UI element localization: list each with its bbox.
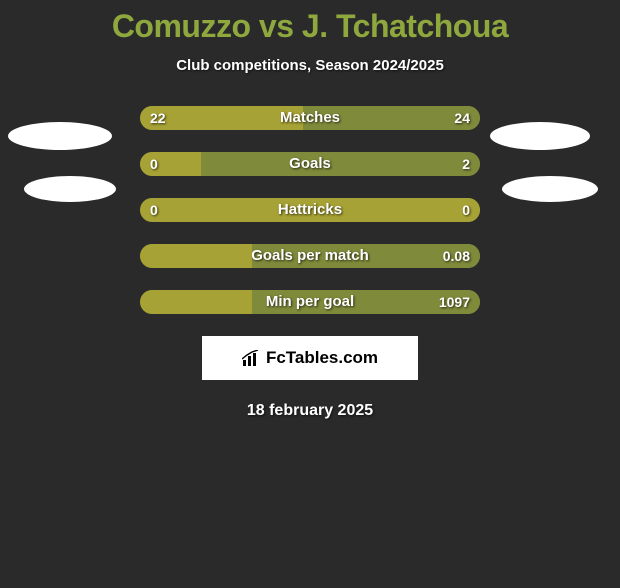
stat-value-right: 24: [454, 106, 470, 130]
logo-box: FcTables.com: [202, 336, 418, 380]
stat-value-right: 1097: [439, 290, 470, 314]
stat-value-left: 22: [150, 106, 166, 130]
stat-value-right: 0.08: [443, 244, 470, 268]
subtitle: Club competitions, Season 2024/2025: [0, 57, 620, 74]
player2-photo-top: [490, 122, 590, 150]
stat-label: Min per goal: [140, 290, 480, 314]
stat-value-left: 0: [150, 198, 158, 222]
stat-row: Hattricks0 0: [140, 198, 480, 222]
stat-row: Goals0 2: [140, 152, 480, 176]
logo-text: FcTables.com: [266, 348, 378, 368]
stat-label: Matches: [140, 106, 480, 130]
player2-name: J. Tchatchoua: [302, 8, 508, 44]
player1-photo-top: [8, 122, 112, 150]
player2-photo-bottom: [502, 176, 598, 202]
stat-row: Matches22 24: [140, 106, 480, 130]
player1-photo-bottom: [24, 176, 116, 202]
stat-label: Goals per match: [140, 244, 480, 268]
stat-label: Goals: [140, 152, 480, 176]
player1-name: Comuzzo: [112, 8, 251, 44]
comparison-chart: Matches2224Goals02Hattricks00Goals per m…: [0, 106, 620, 420]
page-title: Comuzzo vs J. Tchatchoua: [0, 8, 620, 45]
logo: FcTables.com: [242, 348, 378, 368]
chart-icon: [242, 350, 262, 366]
vs-text: vs: [259, 8, 294, 44]
stat-value-right: 2: [462, 152, 470, 176]
stat-label: Hattricks: [140, 198, 480, 222]
stat-value-right: 0: [462, 198, 470, 222]
stat-value-left: 0: [150, 152, 158, 176]
stat-row: Min per goal1097: [140, 290, 480, 314]
stat-row: Goals per match0.08: [140, 244, 480, 268]
date: 18 february 2025: [0, 402, 620, 420]
